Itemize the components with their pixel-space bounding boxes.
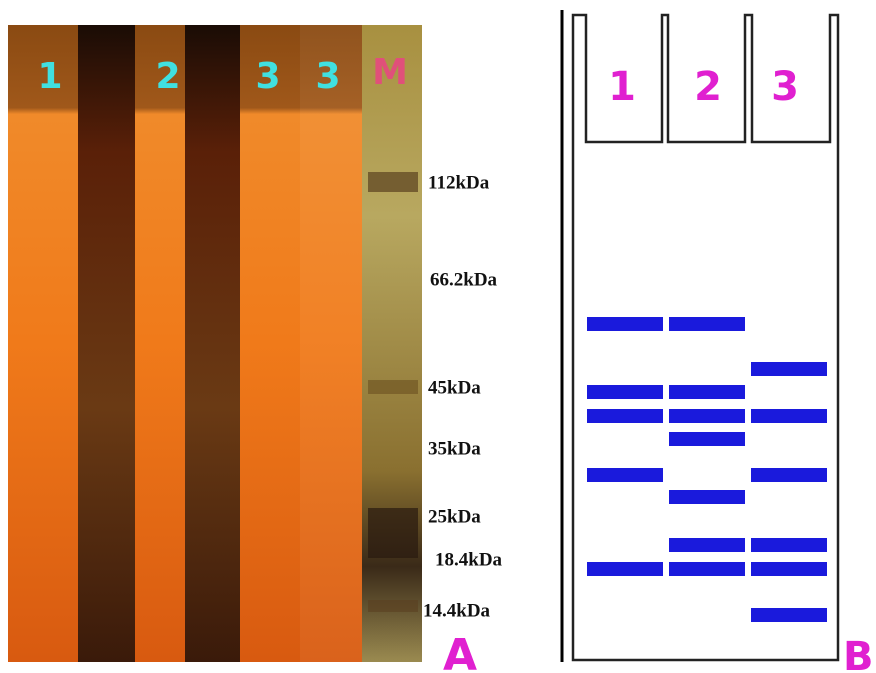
figure: 1 2 3 3 M 112kDa 66.2kDa 45kDa 35kDa 25k… [0,0,876,673]
marker-label: 18.4kDa [435,549,503,570]
gel-photo [8,25,422,662]
lane-label: 1 [608,64,636,110]
marker-label: 35kDa [428,438,481,459]
marker-label: 14.4kDa [423,600,491,621]
lane-label: 3 [771,64,799,110]
marker-label: 66.2kDa [430,269,498,290]
lane-label: M [372,52,408,93]
lane-label: 3 [255,56,280,97]
lane-label: 1 [37,56,62,97]
marker-labels: 112kDa 66.2kDa 45kDa 35kDa 25kDa 18.4kDa… [423,172,503,621]
marker-label: 112kDa [428,172,490,193]
lane-label: 2 [155,56,180,97]
marker-label: 25kDa [428,506,481,527]
marker-label: 45kDa [428,377,481,398]
lane-label: 3 [315,56,340,97]
panel-label: B [843,634,874,673]
bands [587,317,827,622]
lane-label: 2 [694,64,722,110]
panel-label: A [443,630,477,673]
